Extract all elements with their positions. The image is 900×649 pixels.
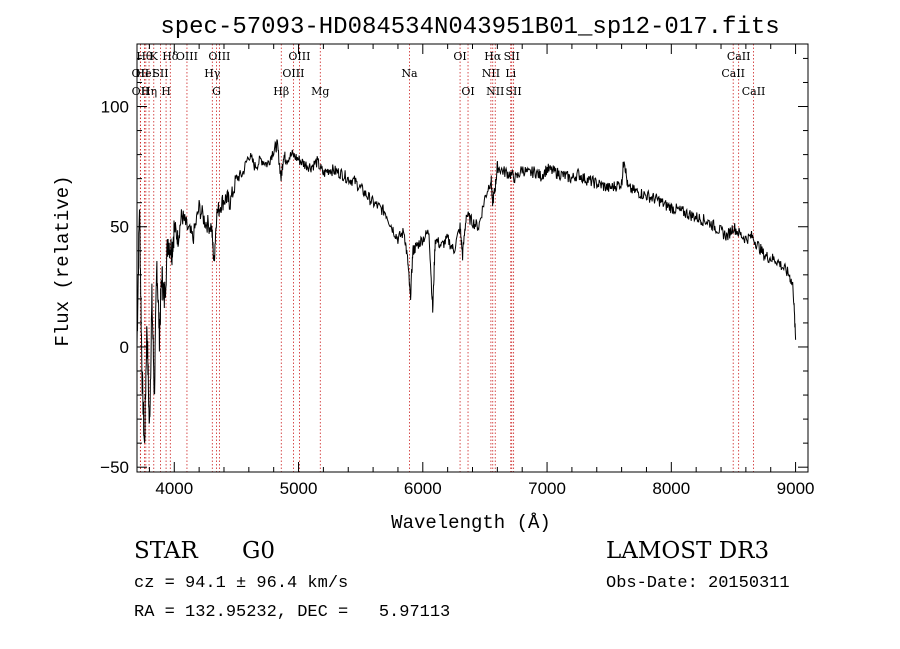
line-marker-label: Hγ (204, 67, 221, 80)
line-marker-label: H (161, 85, 171, 98)
line-marker-label: SII (506, 85, 522, 98)
line-marker-label: NII (486, 85, 504, 98)
line-marker-label: HeI (136, 67, 156, 80)
x-tick-label: 8000 (652, 479, 690, 498)
line-marker-label: OIII (176, 50, 198, 63)
line-marker-label: OI (453, 50, 466, 63)
line-marker-label: OII (132, 85, 150, 98)
axes (136, 43, 809, 473)
line-marker-label: Hη (141, 85, 157, 98)
obs-date: Obs-Date: 20150311 (606, 574, 790, 593)
line-marker-label: OI (461, 85, 474, 98)
x-tick-label: 4000 (155, 479, 193, 498)
line-marker-label: NII (482, 67, 500, 80)
line-marker-label: CaII (721, 67, 745, 80)
tick-labels: 4000 5000 6000 7000 8000 9000 −50 0 50 100 (100, 98, 814, 498)
line-marker-label: OII (131, 67, 149, 80)
y-tick-label: −50 (100, 458, 129, 477)
line-marker-label: SII (504, 50, 520, 63)
y-tick-label: 50 (110, 218, 129, 237)
survey-name: LAMOST DR3 (606, 538, 770, 564)
line-marker-label: CaII (727, 50, 751, 63)
line-marker-label: OIII (282, 67, 304, 80)
redshift-text: cz = 94.1 ± 96.4 km/s (134, 574, 349, 593)
x-axis-label: Wavelength (Å) (391, 512, 551, 534)
line-marker-label: G (212, 85, 221, 98)
line-marker-label: Hδ (162, 50, 179, 63)
line-marker-label: Hα (484, 50, 502, 63)
object-class: STAR (134, 538, 198, 564)
line-marker-label: Hβ (273, 85, 289, 98)
line-marker-label: Hθ (136, 50, 153, 63)
coordinates: RA = 132.95232, DEC = 5.97113 (134, 603, 451, 622)
x-tick-label: 5000 (280, 479, 318, 498)
line-marker-label: SII (152, 67, 168, 80)
marker-labels: OIIOIIHθHeIHηKSIIHHδOIIIHγGOIIIHβOIIIOII… (131, 50, 765, 98)
line-marker-label: Li (505, 67, 516, 80)
x-tick-label: 7000 (528, 479, 566, 498)
line-marker-label: OIII (208, 50, 230, 63)
x-tick-label: 9000 (777, 479, 815, 498)
spectrum-line (136, 139, 797, 443)
y-axis-label: Flux (relative) (52, 175, 74, 346)
line-marker-label: Mg (311, 85, 329, 98)
object-subclass: G0 (242, 538, 276, 564)
line-marker-label: K (150, 50, 159, 63)
line-marker-label: CaII (742, 85, 766, 98)
plot-frame (136, 43, 809, 473)
y-tick-label: 0 (120, 338, 129, 357)
line-marker-label: OIII (288, 50, 310, 63)
line-markers (139, 44, 754, 472)
y-tick-label: 100 (101, 98, 129, 117)
x-tick-label: 6000 (404, 479, 442, 498)
line-marker-label: Na (401, 67, 418, 80)
chart-title: spec-57093-HD084534N043951B01_sp12-017.f… (160, 14, 779, 41)
spectrum-series (136, 139, 797, 443)
